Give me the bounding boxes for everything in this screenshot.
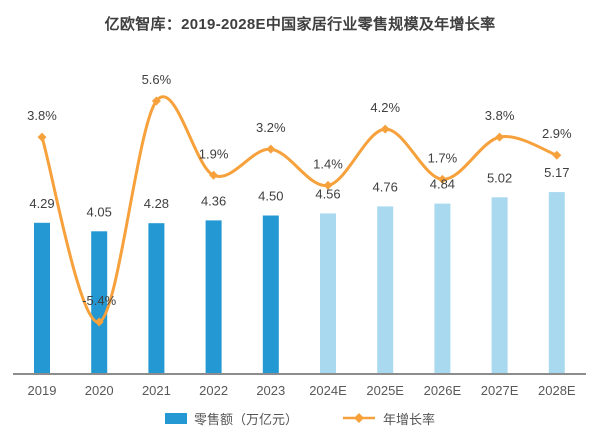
- bar-2024E: [320, 213, 336, 373]
- growth-value-label-2022: 1.9%: [199, 146, 229, 161]
- legend-bar-label: 零售额（万亿元）: [193, 411, 298, 427]
- growth-value-label-2023: 3.2%: [256, 120, 286, 135]
- x-tick-2019: 2019: [28, 383, 57, 398]
- legend-line-label: 年增长率: [383, 411, 436, 427]
- growth-value-label-2025E: 4.2%: [370, 100, 400, 115]
- legend-item-growth: 年增长率: [342, 409, 435, 428]
- chart-title: 亿欧智库：2019-2028E中国家居行业零售规模及年增长率: [104, 16, 496, 33]
- bar-2020: [91, 231, 108, 374]
- growth-marker-2027E: [495, 132, 505, 142]
- chart-legend: 零售额（万亿元） 年增长率: [0, 407, 600, 429]
- growth-rate-line: [40, 95, 559, 324]
- growth-marker-2025E: [380, 124, 390, 134]
- x-tick-2027E: 2027E: [481, 383, 519, 398]
- growth-marker-2026E: [437, 174, 447, 184]
- bar-2027E: [491, 197, 508, 373]
- bar-value-label-2024E: 4.56: [315, 186, 340, 201]
- growth-value-label-2028E: 2.9%: [542, 126, 572, 141]
- bar-value-label-2022: 4.36: [201, 193, 226, 208]
- bar-2022: [205, 220, 222, 373]
- x-tick-2024E: 2024E: [309, 383, 347, 398]
- bar-value-label-2019: 4.29: [29, 196, 54, 211]
- growth-marker-2020: [94, 317, 104, 327]
- legend-line-swatch: [342, 412, 376, 424]
- x-tick-2026E: 2026E: [424, 383, 462, 398]
- legend-bar-swatch: [164, 412, 187, 424]
- bar-value-label-2028E: 5.17: [544, 165, 569, 180]
- legend-item-retail: 零售额（万亿元）: [164, 409, 298, 428]
- bar-value-label-2026E: 4.84: [430, 177, 455, 192]
- growth-value-label-2019: 3.8%: [27, 108, 57, 123]
- bar-2026E: [434, 203, 451, 373]
- bar-value-label-2027E: 5.02: [487, 170, 512, 185]
- x-tick-2028E: 2028E: [538, 383, 576, 398]
- x-tick-2021: 2021: [142, 383, 171, 398]
- growth-marker-2021: [151, 96, 161, 106]
- x-tick-2022: 2022: [199, 383, 228, 398]
- growth-value-label-2021: 5.6%: [142, 72, 172, 87]
- x-tick-2023: 2023: [256, 383, 285, 398]
- bar-value-label-2025E: 4.76: [373, 179, 398, 194]
- growth-marker-2022: [209, 170, 219, 180]
- bar-2019: [34, 222, 50, 373]
- bar-value-label-2021: 4.28: [144, 196, 169, 211]
- growth-marker-2023: [266, 144, 276, 154]
- bar-value-label-2020: 4.05: [87, 204, 112, 219]
- legend-line-glyph: [343, 413, 375, 423]
- growth-marker-2024E: [323, 180, 333, 190]
- bar-2028E: [548, 192, 565, 373]
- bar-2023: [262, 215, 279, 373]
- bar-value-label-2023: 4.50: [258, 189, 283, 204]
- growth-value-label-2024E: 1.4%: [313, 156, 343, 171]
- growth-value-label-2020: -5.4%: [82, 293, 116, 308]
- growth-value-label-2027E: 3.8%: [485, 108, 515, 123]
- x-tick-2025E: 2025E: [366, 383, 404, 398]
- bar-2025E: [377, 206, 394, 373]
- growth-value-label-2026E: 1.7%: [428, 150, 458, 165]
- bar-2021: [148, 223, 165, 373]
- growth-marker-2028E: [552, 150, 562, 160]
- growth-marker-2019: [37, 132, 47, 142]
- x-tick-2020: 2020: [85, 383, 114, 398]
